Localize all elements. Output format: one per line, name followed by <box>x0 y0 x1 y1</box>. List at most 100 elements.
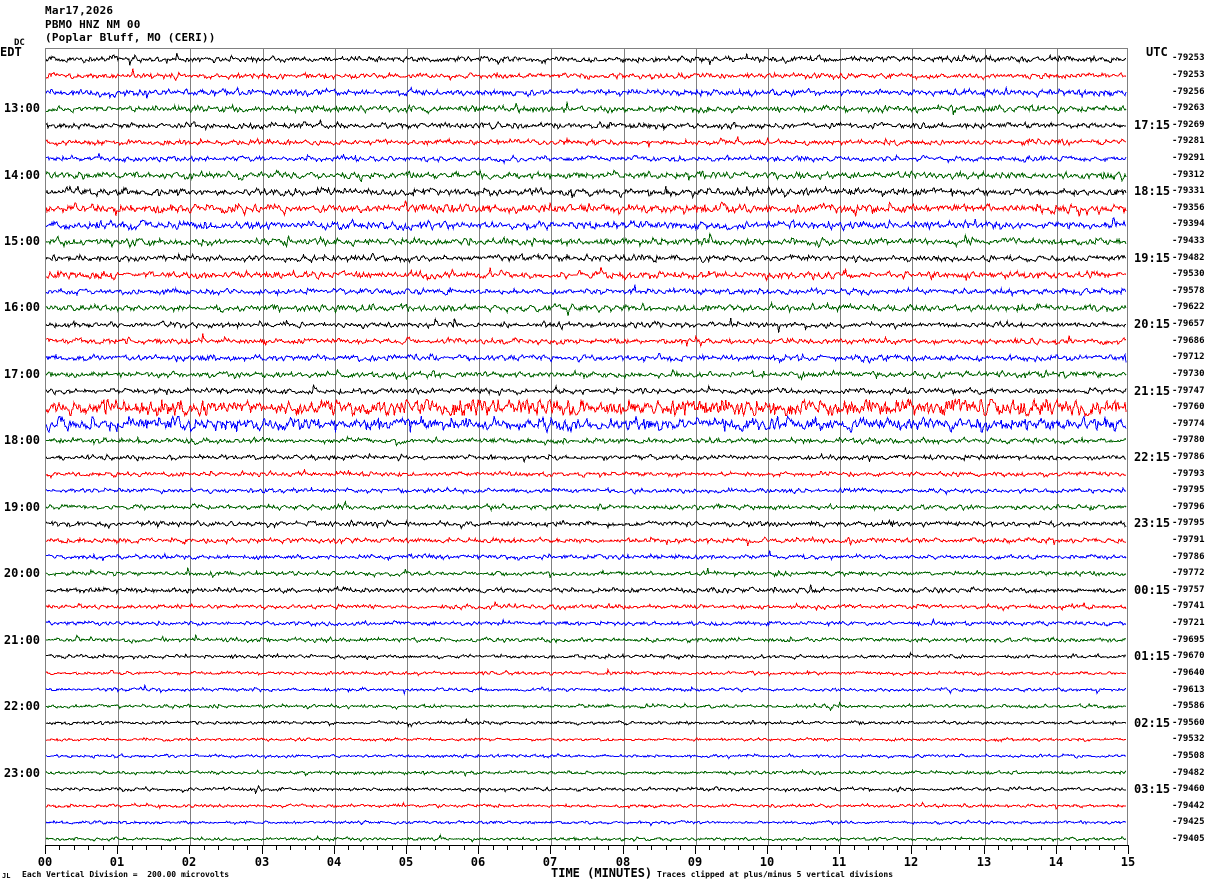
dc-offset-value: -79741 <box>1172 601 1205 612</box>
dc-offset-value: -79795 <box>1172 485 1205 496</box>
left-time-label: 16:00 <box>3 300 40 315</box>
grid-line-vertical <box>479 49 480 845</box>
left-timezone-label: EDT <box>0 45 22 59</box>
x-axis-minor-tick <box>132 845 133 850</box>
grid-line-vertical <box>407 49 408 845</box>
dc-offset-value: -79670 <box>1172 651 1205 662</box>
trace-line <box>46 153 1127 165</box>
trace-line <box>46 452 1127 464</box>
trace-line <box>46 68 1127 82</box>
x-axis-major-tick <box>1056 845 1057 854</box>
plot-header: Mar17,2026 PBMO HNZ NM 00 (Poplar Bluff,… <box>45 4 216 45</box>
x-axis-tick-label: 04 <box>326 855 342 869</box>
x-axis-title: TIME (MINUTES) <box>551 866 653 880</box>
left-time-label: 15:00 <box>3 234 40 248</box>
left-time-label: 14:00 <box>3 167 40 182</box>
grid-line-vertical <box>1057 49 1058 845</box>
x-axis-minor-tick <box>1027 845 1028 850</box>
dc-offset-value: -79721 <box>1172 618 1205 629</box>
x-axis-minor-tick <box>536 845 537 850</box>
dc-offset-value: -79795 <box>1172 518 1205 529</box>
right-time-label: 00:15 <box>1134 582 1171 597</box>
left-time-axis: 13:00 14:00 15:00 16:00 17:00 18:00 19:00 20:00… <box>0 0 43 886</box>
x-axis-minor-tick <box>363 845 364 850</box>
helicorder-plot[interactable] <box>45 48 1128 845</box>
x-axis-minor-tick <box>435 845 436 850</box>
x-axis-minor-tick <box>825 845 826 850</box>
x-axis-minor-tick <box>420 845 421 850</box>
right-time-label: 23:15 <box>1134 516 1171 531</box>
trace-line <box>46 301 1127 317</box>
right-time-label: 03:15 <box>1134 782 1171 797</box>
left-time-label: 17:00 <box>3 366 40 381</box>
trace-line <box>46 550 1127 562</box>
dc-offset-value: -79425 <box>1172 817 1205 828</box>
dc-offset-value: -79578 <box>1172 285 1205 296</box>
grid-line-vertical <box>624 49 625 845</box>
dc-offset-value: -79793 <box>1172 468 1205 479</box>
right-time-label: 02:15 <box>1134 715 1171 730</box>
dc-column-header: DC <box>14 38 25 48</box>
dc-offset-value: -79586 <box>1172 701 1205 712</box>
x-axis-minor-tick <box>868 845 869 850</box>
x-axis-minor-tick <box>883 845 884 850</box>
left-time-label: 19:00 <box>3 499 40 514</box>
right-time-label: 22:15 <box>1134 449 1171 464</box>
x-axis-minor-tick <box>146 845 147 850</box>
dc-offset-value: -79394 <box>1172 219 1205 230</box>
dc-offset-value: -79747 <box>1172 385 1205 396</box>
x-axis-minor-tick <box>507 845 508 850</box>
x-axis-minor-tick <box>579 845 580 850</box>
x-axis-tick-label: 07 <box>542 855 558 869</box>
trace-line <box>46 333 1127 348</box>
trace-line <box>46 819 1127 827</box>
trace-line <box>46 617 1127 628</box>
dc-offset-value: -79622 <box>1172 302 1205 313</box>
x-axis-tick-label: 01 <box>109 855 125 869</box>
trace-line <box>46 700 1127 712</box>
x-axis-minor-tick <box>88 845 89 850</box>
right-time-label: 19:15 <box>1134 250 1171 265</box>
right-timezone-label: UTC <box>1146 45 1168 59</box>
trace-line <box>46 486 1127 496</box>
grid-lines <box>46 49 1127 845</box>
x-axis-minor-tick <box>724 845 725 850</box>
trace-line <box>46 217 1127 233</box>
trace-line <box>46 651 1127 661</box>
trace-line <box>46 86 1127 100</box>
x-axis-tick-label: 09 <box>687 855 703 869</box>
left-time-label: 18:00 <box>3 433 40 448</box>
x-axis-tick-label: 13 <box>976 855 992 869</box>
dc-offset-value: -79791 <box>1172 535 1205 545</box>
header-station: PBMO HNZ NM 00 <box>45 17 141 31</box>
dc-offset-value: -79796 <box>1172 501 1205 512</box>
x-axis-major-tick <box>1128 845 1129 854</box>
x-axis-major-tick <box>45 845 46 854</box>
trace-line <box>46 667 1127 677</box>
x-axis-minor-tick <box>377 845 378 850</box>
dc-offset-value: -79786 <box>1172 551 1205 562</box>
dc-offset-value: -79774 <box>1172 418 1205 429</box>
dc-offset-value: -79460 <box>1172 784 1205 795</box>
x-axis-minor-tick <box>522 845 523 850</box>
right-time-label: 18:15 <box>1134 184 1171 199</box>
trace-line <box>46 119 1127 132</box>
x-axis-major-tick <box>406 845 407 854</box>
x-axis-minor-tick <box>651 845 652 850</box>
trace-line <box>46 584 1127 595</box>
dc-offset-value: -79291 <box>1172 152 1205 163</box>
dc-offset-value: -79560 <box>1172 717 1205 728</box>
trace-line <box>46 717 1127 728</box>
x-axis-minor-tick <box>926 845 927 850</box>
x-axis-tick-label: 05 <box>398 855 414 869</box>
x-axis-minor-tick <box>680 845 681 850</box>
right-time-label: 17:15 <box>1134 117 1171 132</box>
x-axis-minor-tick <box>103 845 104 850</box>
trace-line <box>46 232 1127 249</box>
x-axis-minor-tick <box>1012 845 1013 850</box>
x-axis-minor-tick <box>666 845 667 850</box>
dc-offset-value: -79281 <box>1172 136 1205 147</box>
left-time-label: 23:00 <box>3 765 40 780</box>
trace-line <box>46 397 1127 418</box>
scale-note: Each Vertical Division = 200.00 microvol… <box>22 870 230 879</box>
